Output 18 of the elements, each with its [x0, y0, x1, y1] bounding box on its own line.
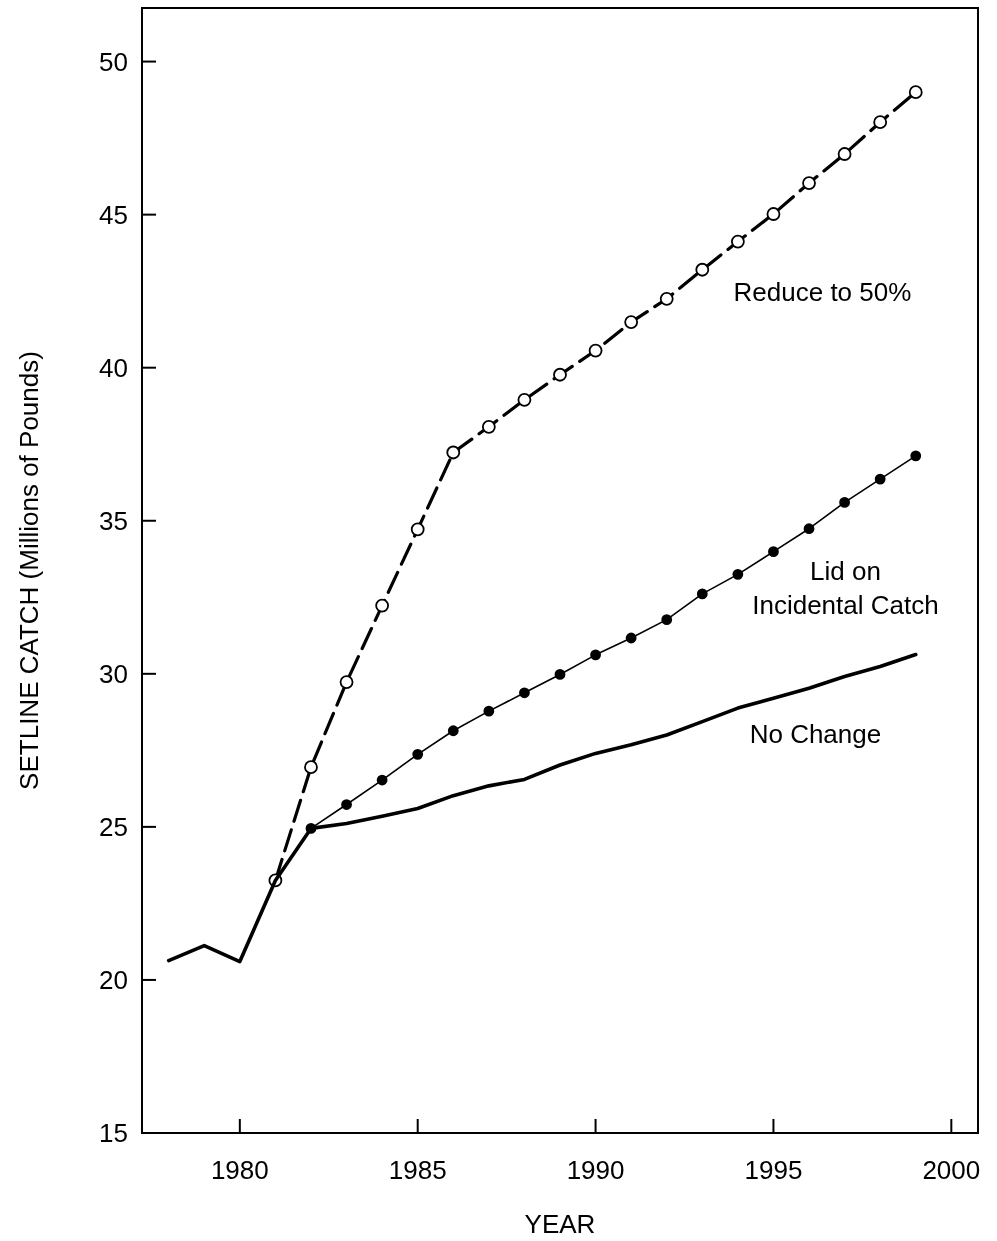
y-tick-label: 35	[99, 505, 128, 536]
x-tick-label: 2000	[922, 1155, 981, 1185]
x-tick-label: 1990	[566, 1155, 625, 1185]
x-tick-label: 1985	[388, 1155, 447, 1185]
series-label: Lid on Incidental Catch	[752, 555, 939, 620]
x-tick-label: 1995	[744, 1155, 803, 1185]
y-tick-label: 45	[99, 199, 128, 230]
y-tick-label: 15	[99, 1118, 128, 1149]
y-tick-label: 30	[99, 658, 128, 689]
y-axis-title: SETLINE CATCH (Millions of Pounds)	[14, 351, 44, 790]
y-tick-label: 50	[99, 46, 128, 77]
y-tick-label: 20	[99, 965, 128, 996]
x-axis-title: YEAR	[524, 1209, 596, 1239]
x-tick-label: 1980	[210, 1155, 269, 1185]
series-label: Reduce to 50%	[733, 277, 912, 308]
series-label: No Change	[749, 719, 882, 750]
y-tick-label: 40	[99, 352, 128, 383]
y-tick-label: 25	[99, 811, 128, 842]
